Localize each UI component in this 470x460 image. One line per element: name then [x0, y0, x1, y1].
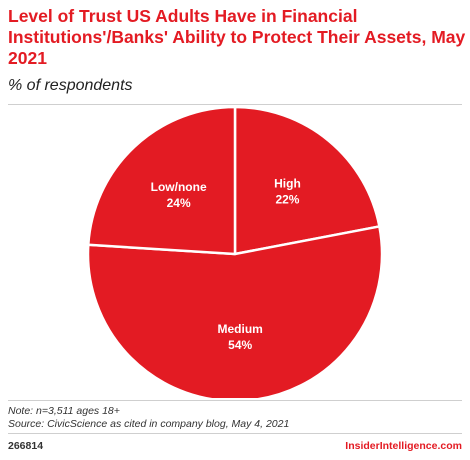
chart-subtitle: % of respondents — [8, 77, 133, 94]
slice-value-low-none: 24% — [167, 196, 191, 210]
slice-value-medium: 54% — [228, 338, 252, 352]
slice-label-high: High — [274, 177, 301, 191]
chart-source: Source: CivicScience as cited in company… — [8, 418, 290, 430]
divider-top — [8, 104, 462, 105]
slice-label-medium: Medium — [217, 322, 262, 336]
slice-layer — [86, 106, 384, 398]
pie-slice-high — [233, 106, 381, 256]
slice-label-low-none: Low/none — [151, 180, 207, 194]
chart-title: Level of Trust US Adults Have in Financi… — [8, 6, 466, 68]
chart-id: 266814 — [8, 440, 44, 452]
label-layer: High 22% Medium 54% Low/none 24% — [151, 177, 301, 353]
divider-bottom — [8, 400, 462, 401]
brand-link[interactable]: InsiderIntelligence.com — [345, 440, 462, 452]
pie-chart: High 22% Medium 54% Low/none 24% — [86, 106, 384, 398]
pie-slice-medium — [86, 225, 384, 398]
chart-note: Note: n=3,511 ages 18+ — [8, 405, 120, 417]
slice-value-high: 22% — [275, 193, 299, 207]
divider-footer — [8, 433, 462, 434]
pie-slice-low-none — [87, 106, 237, 256]
